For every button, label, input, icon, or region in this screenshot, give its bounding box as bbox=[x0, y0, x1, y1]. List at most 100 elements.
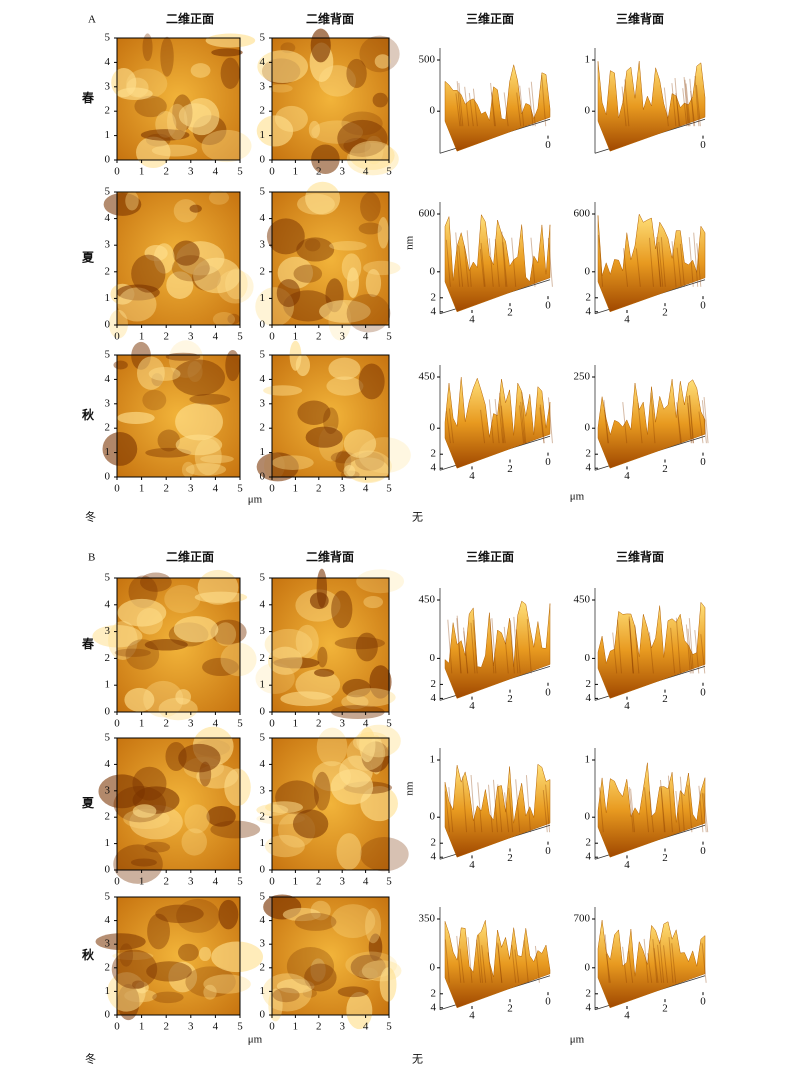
surface-ridge bbox=[659, 939, 665, 983]
surface-ridge bbox=[676, 409, 682, 444]
y-tick-label: 0 bbox=[260, 319, 266, 331]
x-tick-label: 1 bbox=[293, 166, 299, 178]
x-tick-label: 4 bbox=[213, 483, 219, 495]
surface-feature bbox=[181, 461, 195, 478]
surface-feature bbox=[295, 624, 319, 659]
surface-feature bbox=[272, 987, 300, 1003]
x-tick-label: 2 bbox=[163, 1021, 169, 1033]
surface-ridge bbox=[653, 948, 659, 983]
surface-ridge bbox=[523, 940, 529, 983]
x-tick-label: 0 bbox=[700, 686, 706, 698]
surface-feature bbox=[140, 129, 190, 141]
x-tick-label: 5 bbox=[237, 483, 243, 495]
surface-ridge bbox=[652, 939, 658, 983]
surface-feature bbox=[314, 668, 335, 677]
surface-feature bbox=[153, 243, 175, 274]
surface-ridge bbox=[628, 618, 634, 674]
x-tick-label: 4 bbox=[363, 166, 369, 178]
y-tick-label: 3 bbox=[260, 625, 266, 637]
surface-ridge bbox=[635, 248, 641, 287]
surface-ridge bbox=[472, 619, 478, 674]
surface-feature bbox=[212, 312, 236, 327]
y-tick-label: 0 bbox=[105, 154, 111, 166]
y-tick-label: 0 bbox=[260, 864, 266, 876]
surface-feature bbox=[189, 393, 231, 405]
surface-3d bbox=[444, 920, 551, 1009]
surface-feature bbox=[264, 834, 305, 858]
surface-3d bbox=[444, 213, 551, 313]
surface-feature bbox=[346, 293, 391, 333]
y-tick-label: 1 bbox=[260, 446, 266, 458]
y-tick-label: 2 bbox=[260, 961, 266, 973]
surface-feature bbox=[293, 264, 323, 283]
row-label: 秋 bbox=[82, 407, 95, 422]
surface-3d bbox=[444, 376, 551, 469]
x-tick-label: 5 bbox=[386, 718, 392, 730]
depth-tick-label: 2 bbox=[431, 448, 437, 460]
z-tick-label: 450 bbox=[419, 371, 436, 383]
x-tick-label: 0 bbox=[269, 718, 275, 730]
surface-feature bbox=[175, 434, 223, 456]
surface-feature bbox=[208, 190, 230, 205]
surface-feature bbox=[119, 943, 134, 967]
surface-feature bbox=[185, 463, 227, 476]
x-tick-label: 4 bbox=[624, 859, 630, 871]
surface-feature bbox=[136, 607, 163, 635]
surface-feature bbox=[313, 771, 331, 811]
x-tick-label: 0 bbox=[545, 456, 551, 468]
x-tick-label: 2 bbox=[163, 876, 169, 888]
surface-feature bbox=[374, 54, 391, 69]
surface-ridge bbox=[516, 92, 522, 127]
x-tick-label: 0 bbox=[114, 1021, 120, 1033]
surface-feature bbox=[256, 812, 305, 825]
x-tick-label: 2 bbox=[316, 331, 322, 343]
surface-feature bbox=[356, 569, 405, 594]
surface-ridge bbox=[504, 792, 510, 833]
surface-ridge bbox=[490, 82, 496, 127]
surface-ridge bbox=[545, 784, 551, 833]
surface-ridge bbox=[455, 232, 461, 287]
surface-ridge bbox=[476, 939, 482, 983]
surface-ridge bbox=[487, 952, 493, 983]
surface-feature bbox=[152, 991, 184, 1004]
x-tick-label: 1 bbox=[293, 331, 299, 343]
surface-feature bbox=[142, 389, 167, 411]
surface-feature bbox=[160, 36, 174, 77]
surface-ridge bbox=[612, 632, 618, 674]
surface-feature bbox=[173, 199, 198, 223]
surface-ridge bbox=[656, 237, 662, 287]
surface-ridge bbox=[659, 779, 665, 833]
unit-label: μm bbox=[248, 494, 263, 506]
surface-ridge bbox=[648, 632, 654, 674]
y-tick-label: 3 bbox=[260, 239, 266, 251]
y-tick-label: 5 bbox=[260, 572, 266, 584]
surface-ridge bbox=[458, 245, 464, 287]
image-frame bbox=[116, 37, 241, 161]
y-tick-label: 3 bbox=[105, 784, 111, 796]
z-tick-label: 600 bbox=[419, 208, 436, 220]
surface-feature bbox=[276, 279, 301, 308]
surface-feature bbox=[117, 287, 157, 322]
surface-feature bbox=[297, 400, 331, 425]
y-tick-label: 1 bbox=[105, 679, 111, 691]
surface-ridge bbox=[668, 937, 674, 983]
surface-ridge bbox=[519, 405, 525, 444]
depth-tick-label: 2 bbox=[431, 291, 437, 303]
surface-feature bbox=[358, 222, 382, 235]
x-tick-label: 0 bbox=[545, 996, 551, 1008]
x-tick-label: 4 bbox=[624, 470, 630, 482]
y-tick-label: 0 bbox=[105, 864, 111, 876]
surface-ridge bbox=[701, 792, 707, 833]
surface-feature bbox=[200, 454, 234, 464]
surface-ridge bbox=[695, 84, 701, 127]
y-tick-label: 2 bbox=[105, 422, 111, 434]
surface-ridge bbox=[598, 234, 604, 287]
surface-feature bbox=[117, 411, 155, 424]
z-tick-label: 0 bbox=[430, 105, 436, 117]
surface-ridge bbox=[509, 620, 515, 674]
surface-feature bbox=[139, 572, 172, 592]
surface-ridge bbox=[603, 409, 609, 444]
x-tick-label: 5 bbox=[386, 876, 392, 888]
surface-feature bbox=[95, 933, 146, 950]
surface-ridge bbox=[679, 243, 685, 287]
